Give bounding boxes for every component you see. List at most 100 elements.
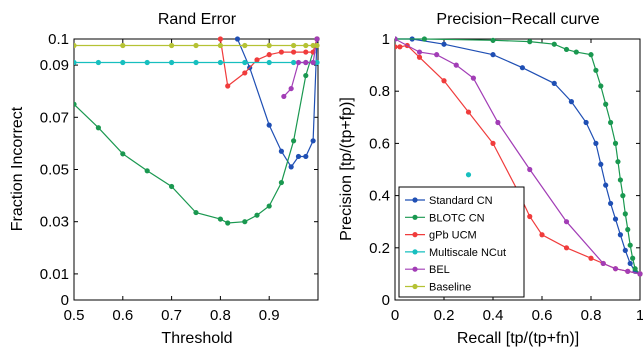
data-point-baseline: [193, 42, 199, 49]
data-point-gpb-ucm: [397, 44, 403, 50]
data-point-blotc-cn: [603, 101, 609, 107]
legend-swatch-marker: [412, 249, 418, 255]
data-point-blotc-cn: [266, 203, 272, 209]
pr-curve-xlabel: Recall [tp/(tp+fn)]: [457, 330, 579, 347]
pr-curve-title: Precision−Recall curve: [436, 11, 599, 28]
data-point-bel: [470, 75, 476, 81]
legend-label: Standard CN: [429, 195, 493, 207]
data-point-blotc-cn: [278, 179, 284, 186]
data-point-blotc-cn: [625, 226, 631, 233]
legend-box: [398, 186, 525, 298]
data-point-baseline: [242, 42, 248, 49]
data-point-bel: [612, 266, 619, 272]
data-point-baseline: [303, 42, 309, 49]
data-point-blotc-cn: [620, 193, 626, 199]
data-point-gpb-ucm: [416, 54, 423, 60]
data-point-gpb-ucm: [563, 245, 570, 251]
data-point-baseline: [314, 42, 320, 49]
legend-label: Baseline: [429, 282, 471, 294]
data-point-gpb-ucm: [588, 255, 594, 261]
data-point-gpb-ucm: [266, 52, 272, 58]
data-point-blotc-cn: [608, 119, 614, 126]
data-point-blotc-cn: [630, 255, 636, 261]
data-point-blotc-cn: [242, 219, 248, 225]
data-point-bel: [395, 36, 398, 42]
data-point-standard-cn: [278, 148, 284, 154]
x-tick-label: 0.4: [483, 307, 504, 324]
data-point-blotc-cn: [193, 209, 199, 216]
data-point-blotc-cn: [573, 49, 579, 55]
legend-swatch-marker: [412, 232, 418, 238]
data-point-blotc-cn: [217, 216, 223, 222]
data-point-bel: [527, 166, 533, 173]
data-point-bel: [281, 93, 287, 100]
x-tick-label: 0.7: [161, 307, 182, 324]
data-point-standard-cn: [295, 153, 302, 160]
data-point-multiscale-ncut: [95, 59, 101, 66]
data-point-multiscale-ncut: [465, 172, 472, 178]
data-point-standard-cn: [603, 182, 609, 188]
y-tick-label: 0.8: [369, 83, 390, 100]
data-point-multiscale-ncut: [217, 59, 223, 66]
legend-label: BEL: [429, 264, 450, 276]
data-point-standard-cn: [551, 80, 557, 86]
data-point-standard-cn: [593, 140, 599, 146]
data-point-gpb-ucm: [225, 83, 231, 89]
x-tick-label: 0.8: [581, 307, 602, 324]
data-point-standard-cn: [519, 65, 526, 71]
data-point-standard-cn: [617, 232, 624, 238]
data-point-standard-cn: [627, 260, 633, 267]
data-point-bel: [303, 59, 309, 66]
data-point-baseline: [74, 42, 77, 49]
plot-frame: [73, 38, 319, 301]
data-point-gpb-ucm: [242, 70, 248, 76]
data-point-standard-cn: [490, 52, 496, 58]
y-tick-label: 0.6: [369, 135, 390, 152]
rand-error-panel: Rand Error Threshold Fraction Incorrect …: [9, 11, 320, 347]
x-tick-label: 0.8: [210, 307, 231, 324]
data-point-gpb-ucm: [539, 232, 545, 238]
data-point-gpb-ucm: [527, 213, 533, 220]
series-line-gpb-ucm: [219, 38, 318, 88]
data-point-bel: [416, 49, 423, 55]
data-point-blotc-cn: [615, 159, 621, 165]
data-point-bel: [625, 268, 631, 274]
data-point-standard-cn: [612, 216, 619, 222]
x-tick-label: 0.6: [112, 307, 133, 324]
data-point-blotc-cn: [95, 125, 101, 131]
x-tick-label: 1: [636, 307, 643, 324]
y-tick-label: 1: [382, 31, 390, 48]
y-tick-label: 0.01: [40, 266, 69, 283]
data-point-blotc-cn: [421, 36, 427, 42]
data-point-blotc-cn: [598, 83, 604, 89]
data-point-bel: [310, 59, 316, 66]
data-point-multiscale-ncut: [74, 59, 77, 66]
data-point-bel: [453, 62, 459, 68]
data-point-standard-cn: [598, 161, 604, 167]
data-point-multiscale-ncut: [314, 59, 320, 66]
data-point-blotc-cn: [551, 41, 557, 47]
data-point-blotc-cn: [527, 39, 533, 45]
data-point-blotc-cn: [144, 168, 150, 174]
data-point-multiscale-ncut: [193, 59, 199, 66]
y-tick-label: 0.07: [40, 109, 69, 126]
legend: Standard CN BLOTC CN gPb UCM Multiscale NCu…: [398, 186, 525, 298]
data-point-standard-cn: [234, 36, 241, 42]
data-point-blotc-cn: [225, 220, 231, 226]
data-point-blotc-cn: [593, 67, 599, 73]
series-line-blotc-cn: [395, 38, 641, 275]
data-point-blotc-cn: [169, 183, 175, 190]
data-point-blotc-cn: [563, 46, 570, 53]
data-point-gpb-ucm: [217, 36, 223, 42]
y-tick-label: 0.2: [369, 240, 390, 257]
data-point-baseline: [310, 42, 316, 49]
data-point-blotc-cn: [120, 151, 126, 157]
legend-swatch-marker: [412, 214, 418, 220]
data-point-bel: [295, 59, 302, 66]
rand-error-ylabel: Fraction Incorrect: [9, 106, 26, 231]
data-point-gpb-ucm: [278, 49, 284, 55]
data-point-blotc-cn: [588, 52, 594, 58]
data-point-standard-cn: [583, 119, 589, 126]
data-point-bel: [434, 52, 440, 58]
